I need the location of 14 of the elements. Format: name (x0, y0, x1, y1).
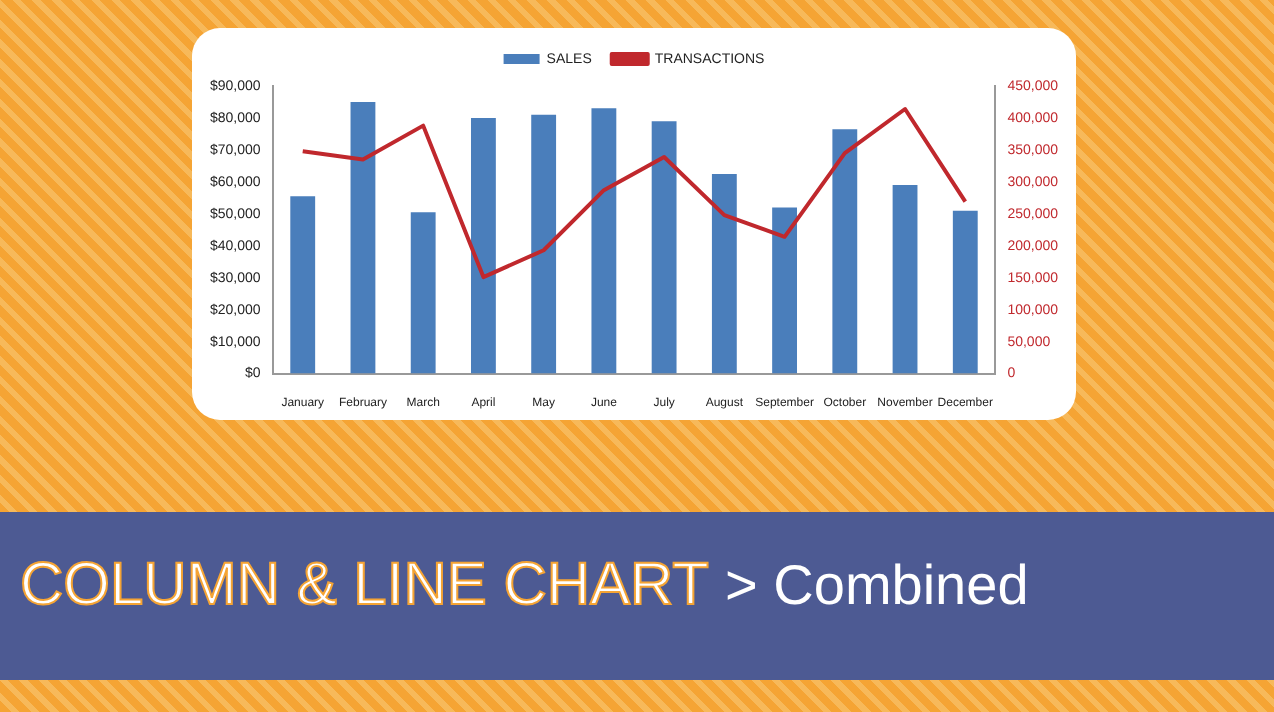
bar (591, 108, 617, 374)
bar (711, 173, 737, 374)
bar (350, 101, 376, 374)
bar (952, 210, 978, 374)
bar (290, 196, 316, 374)
text: > Combined (725, 554, 1029, 616)
text: COLUMN & LINE CHART (20, 552, 710, 618)
bar (531, 114, 557, 374)
bar (832, 129, 858, 374)
bar (651, 121, 677, 374)
bar (892, 185, 918, 374)
bar (410, 212, 436, 374)
bar (471, 117, 496, 374)
bar (772, 207, 797, 374)
